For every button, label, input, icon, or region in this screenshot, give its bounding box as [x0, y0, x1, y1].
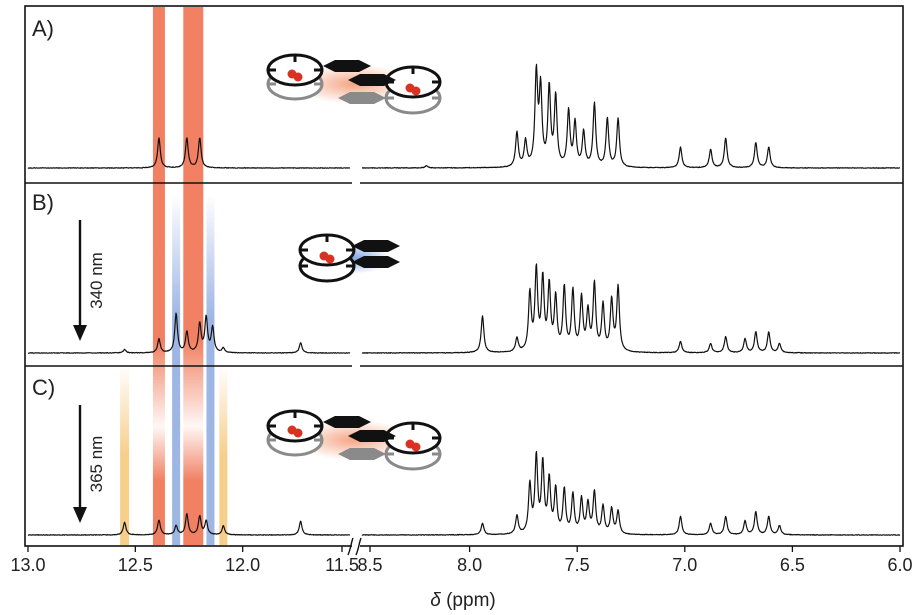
x-axis-title: δ (ppm) — [430, 590, 495, 611]
panel-label-1: A) — [32, 16, 54, 41]
irradiation-label-2: 365 nm — [87, 436, 106, 493]
linker-front-b-1 — [348, 74, 396, 86]
dimer-schematic-2 — [266, 409, 442, 471]
x-tick-label-13.0: 13.0 — [10, 555, 45, 575]
x-axis: 13.0 12.5 12.0 11.58.5 8.0 7.5 7.0 6.5 6.0 δ (ppm… — [10, 546, 913, 611]
highlight-band-4 — [206, 195, 215, 545]
panel-label-2: B) — [32, 190, 54, 215]
x-tick-label-12.5: 12.5 — [118, 555, 153, 575]
linker-front-b-2 — [348, 430, 396, 442]
dimer-schematic-1 — [266, 53, 442, 115]
highlight-bands — [120, 7, 228, 545]
x-tick-label-11.5: 11.5 — [325, 555, 359, 575]
highlight-band-6 — [219, 365, 228, 545]
highlight-band-5 — [120, 365, 130, 545]
highlight-band-3 — [172, 195, 181, 545]
guest-left-2-b — [293, 428, 303, 438]
guest-right-2-b — [411, 442, 421, 452]
linker-back-2 — [338, 448, 386, 460]
irradiation-label-1: 340 nm — [87, 252, 106, 309]
plot-frame — [24, 5, 904, 556]
monomer-linker-b — [352, 256, 400, 268]
linker-back-1 — [338, 92, 386, 104]
axis-break-mark — [347, 537, 362, 556]
spectrum-trace-2-segment-1 — [27, 312, 351, 354]
guest-right-1-b — [411, 86, 421, 96]
x-tick-label-7.0: 7.0 — [672, 555, 697, 575]
linker-front-a-2 — [323, 416, 371, 428]
x-tick-label-7.5: 7.5 — [565, 555, 590, 575]
spectrum-trace-3-segment-1 — [27, 512, 351, 536]
spectrum-trace-1-segment-2 — [361, 63, 901, 169]
linker-front-a-1 — [323, 60, 371, 72]
x-tick-label-6.0: 6.0 — [887, 555, 912, 575]
monomer-linker-a — [352, 240, 400, 252]
x-tick-label-12.0: 12.0 — [225, 555, 260, 575]
plot-border — [24, 5, 904, 547]
x-axis-title-symbol: δ — [430, 590, 441, 611]
x-tick-label-6.5: 6.5 — [780, 555, 805, 575]
monomer-schematic — [298, 233, 400, 283]
monomer-guest-b — [325, 254, 335, 264]
spectrum-trace-3-segment-2 — [361, 450, 901, 536]
irradiation-arrowhead-1 — [73, 325, 87, 341]
spectrum-trace-2-segment-2 — [361, 263, 901, 354]
spectrum-trace-1-segment-1 — [27, 137, 351, 169]
axis-break-gap — [352, 545, 360, 548]
highlight-band-1 — [152, 7, 165, 545]
irradiation-arrowhead-2 — [73, 507, 87, 523]
highlight-band-2 — [183, 7, 204, 545]
spectrum-traces — [27, 63, 901, 536]
guest-left-1-b — [293, 72, 303, 82]
x-axis-title-unit: (ppm) — [441, 590, 496, 611]
panel-label-3: C) — [32, 375, 55, 400]
x-tick-label-8.5: 8.5 — [357, 555, 382, 575]
molecular-schematics — [266, 53, 442, 471]
panel-labels: A) B) 340 nm C) 365 nm — [32, 16, 106, 523]
x-tick-label-8.0: 8.0 — [457, 555, 482, 575]
